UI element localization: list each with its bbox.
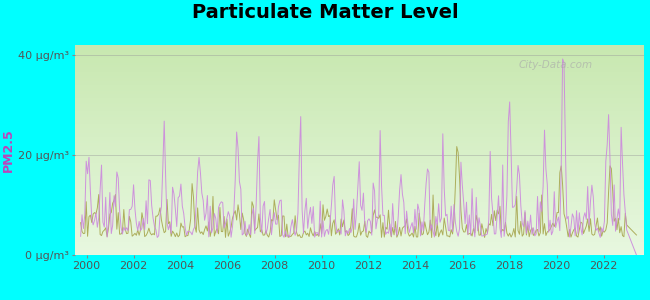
Y-axis label: PM2.5: PM2.5 — [3, 128, 16, 172]
Text: City-Data.com: City-Data.com — [519, 60, 593, 70]
Text: Particulate Matter Level: Particulate Matter Level — [192, 3, 458, 22]
